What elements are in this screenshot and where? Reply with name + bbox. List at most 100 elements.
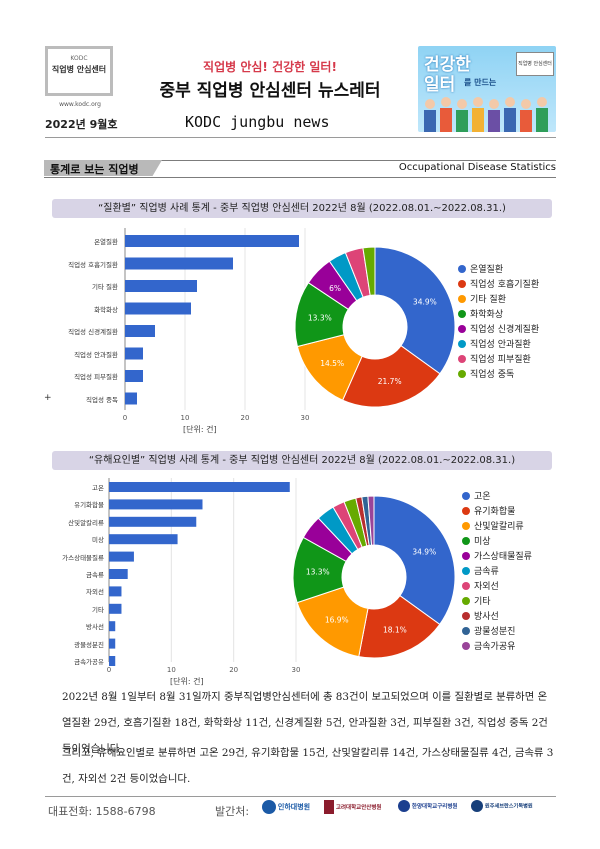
donut-slice [367, 495, 375, 546]
bar-category-label: 미상 [92, 536, 104, 545]
bar-tick-label: 10 [167, 666, 176, 674]
donut1-legend: 온열질환 직업성 호흡기질환 기타 질환 화학화상 직업성 신경계질환 직업성 안과질환 직… [458, 263, 558, 383]
legend-label: 직업성 호흡기질환 [470, 280, 540, 290]
legend-swatch-icon [462, 552, 470, 560]
bar-category-label: 직업성 호흡기질환 [68, 260, 118, 269]
bar-tick-label: 30 [301, 414, 310, 422]
bar2-unit: [단위: 건] [170, 677, 204, 686]
legend-swatch-icon [458, 265, 466, 273]
bar-tick-label: 0 [123, 414, 127, 422]
legend-swatch-icon [458, 310, 466, 318]
bar-category-label: 고온 [92, 484, 104, 492]
legend-entry: 광물성분진 [462, 625, 562, 640]
legend-label: 기타 질환 [470, 295, 506, 305]
legend-entry: 직업성 중독 [458, 368, 558, 383]
legend-entry: 금속가공유 [462, 640, 562, 655]
bar-category-label: 직업성 신경계질환 [68, 328, 118, 336]
summary-paragraph-2: 그리고, 유해요인별로 분류하면 고온 29건, 유기화합물 15건, 산및알칼… [62, 747, 554, 785]
legend-label: 직업성 중독 [470, 370, 515, 380]
hospital-logo-korea: 고려대학교안산병원 [324, 800, 381, 820]
bar-category-label: 직업성 피부질환 [74, 373, 118, 381]
bar-category-label: 금속가공유 [74, 658, 104, 666]
bar [125, 257, 233, 270]
bar-tick-label: 10 [181, 414, 190, 422]
legend-swatch-icon [458, 370, 466, 378]
banner-text-1: 건강한 [424, 55, 471, 75]
hospital-name: 고려대학교안산병원 [335, 805, 382, 811]
legend-entry: 미상 [462, 535, 562, 550]
legend-entry: 온열질환 [458, 263, 558, 278]
legend-label: 방사선 [474, 612, 499, 622]
legend-swatch-icon [458, 355, 466, 363]
section-top-line [44, 160, 556, 161]
legend-label: 온열질환 [470, 265, 504, 275]
bar-category-label: 광물성분진 [74, 640, 104, 649]
legend-label: 금속가공유 [474, 642, 516, 652]
bar [109, 482, 290, 492]
bar [109, 603, 122, 614]
legend-label: 고온 [474, 492, 491, 502]
bar-category-label: 기타 [92, 605, 104, 614]
header-divider [45, 137, 556, 138]
legend-label: 자외선 [474, 582, 499, 592]
legend-entry: 직업성 피부질환 [458, 353, 558, 368]
legend-label: 직업성 안과질환 [470, 340, 531, 350]
hanyang-emblem-icon [398, 800, 410, 812]
bar-category-label: 산및알칼리류 [68, 518, 104, 527]
legend-swatch-icon [462, 597, 470, 605]
kodc-logo: KODC 직업병 안심센터 [45, 46, 113, 96]
bar [109, 516, 197, 527]
donut-slice-label: 18.1% [383, 626, 407, 635]
legend-label: 기타 [474, 597, 491, 607]
legend-swatch-icon [462, 582, 470, 590]
legend-label: 미상 [474, 537, 491, 547]
section-english-title: Occupational Disease Statistics [398, 162, 556, 173]
legend-swatch-icon [462, 642, 470, 650]
phone-number: 대표전화: 1588-6798 [48, 805, 156, 818]
bar-category-label: 직업성 안과질환 [74, 350, 118, 359]
legend-label: 유기화합물 [474, 507, 516, 517]
legend-entry: 직업성 호흡기질환 [458, 278, 558, 293]
banner-text-3: 를 만드는 [464, 78, 497, 87]
bar [125, 302, 191, 315]
legend-label: 산및알칼리류 [474, 522, 524, 532]
legend-swatch-icon [462, 522, 470, 530]
hospital-name: 한양대학교구리병원 [411, 804, 458, 810]
legend-label: 가스상태물질류 [474, 552, 532, 562]
bar [125, 325, 155, 337]
korea-univ-emblem-icon [324, 800, 334, 814]
donut-slice-label: 14.5% [320, 359, 344, 368]
legend-entry: 직업성 안과질환 [458, 338, 558, 353]
bar [109, 534, 178, 545]
legend-swatch-icon [462, 507, 470, 515]
legend-swatch-icon [462, 492, 470, 500]
bar [109, 621, 116, 632]
banner-badge: 직업병 안심센터 [516, 52, 554, 76]
bar [109, 499, 203, 510]
bar1-category-labels: 온열질환 직업성 호흡기질환 기타 질환 화학화상 직업성 신경계질환 직업성 안과질환 직… [40, 0, 120, 849]
legend-entry: 자외선 [462, 580, 562, 595]
bar-category-label: 화학화상 [94, 305, 118, 314]
wonju-emblem-icon [471, 800, 483, 812]
summary-paragraph-1: 2022년 8월 1일부터 8월 31일까지 중부직업병안심센터에 총 83건이… [62, 691, 548, 755]
legend-label: 직업성 피부질환 [470, 355, 531, 365]
section-title: 통계로 보는 직업병 [50, 163, 139, 176]
bar [109, 551, 134, 562]
logo-name: 직업병 안심센터 [51, 65, 107, 74]
legend-swatch-icon [458, 280, 466, 288]
legend-swatch-icon [458, 295, 466, 303]
legend-label: 화학화상 [470, 310, 504, 320]
legend-label: 금속류 [474, 567, 499, 577]
legend-entry: 화학화상 [458, 308, 558, 323]
bar-tick-label: 30 [292, 666, 301, 674]
chart1-heading: “질환별” 직업병 사례 통계 - 중부 직업병 안심센터 2022년 8월 (… [52, 199, 552, 218]
section-bottom-line [44, 177, 556, 178]
bar-tick-label: 20 [241, 414, 250, 422]
legend-entry: 유기화합물 [462, 505, 562, 520]
legend-swatch-icon [462, 567, 470, 575]
legend-swatch-icon [462, 612, 470, 620]
